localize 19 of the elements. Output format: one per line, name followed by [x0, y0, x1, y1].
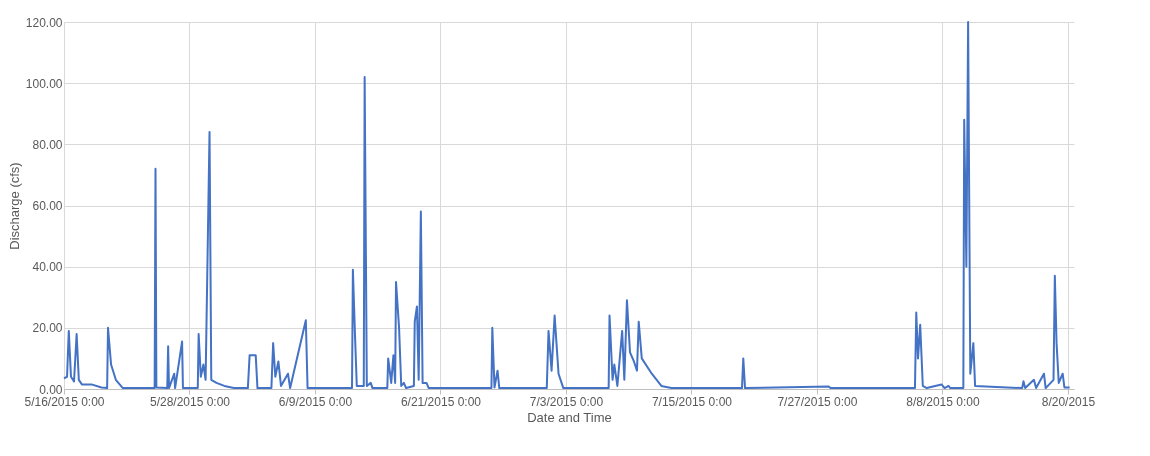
y-tick-label: 40.00 — [32, 260, 63, 275]
x-tick-label: 6/21/2015 0:00 — [400, 394, 482, 409]
y-tick-label: 0.00 — [39, 382, 63, 397]
x-axis-title: Date and Time — [527, 409, 612, 425]
x-tick-label: 7/27/2015 0:00 — [777, 394, 858, 409]
y-tick-label: 60.00 — [32, 199, 63, 213]
line-series — [63, 21, 1071, 390]
y-tick-label: 80.00 — [32, 137, 63, 152]
x-tick-label: 7/15/2015 0:00 — [651, 394, 733, 409]
x-tick-label: 5/28/2015 0:00 — [149, 394, 231, 409]
y-tick-label: 20.00 — [32, 321, 63, 336]
x-tick-label: 7/3/2015 0:00 — [529, 394, 604, 409]
x-tick-label: 8/8/2015 0:00 — [906, 394, 980, 409]
x-tick-label: 5/16/2015 0:00 — [24, 394, 105, 409]
y-tick-label: 120.00 — [25, 15, 63, 30]
y-tick-label: 100.00 — [25, 76, 63, 91]
x-tick-label: 8/20/2015 — [1041, 394, 1096, 409]
y-axis-title: Discharge (cfs) — [6, 162, 22, 250]
x-tick-label: 6/9/2015 0:00 — [278, 394, 353, 409]
